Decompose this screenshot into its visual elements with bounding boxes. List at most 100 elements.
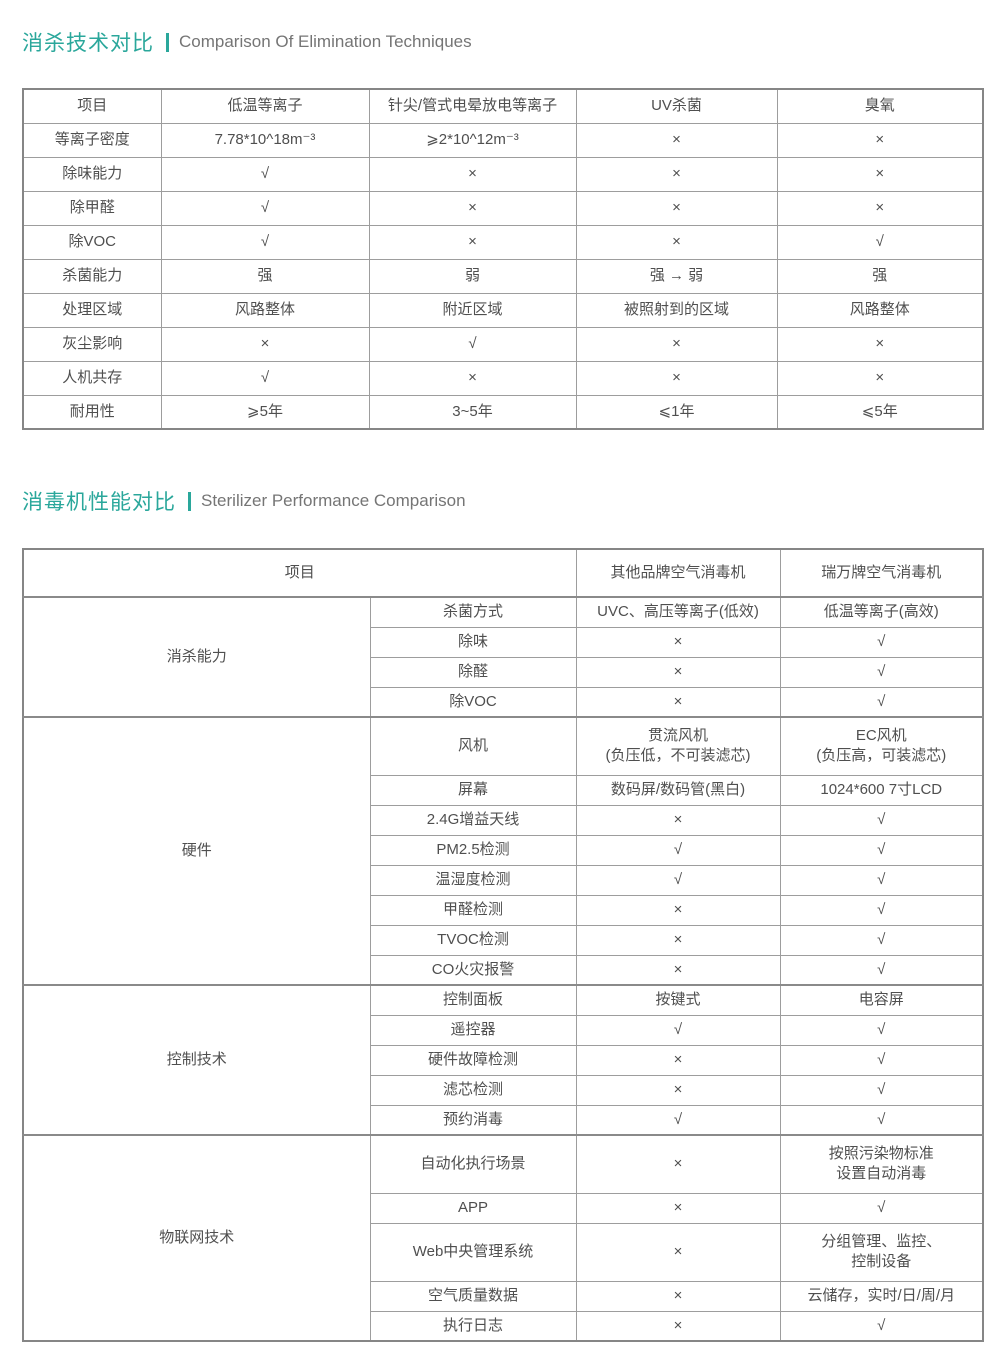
table1-row-label: 耐用性 xyxy=(22,394,162,430)
table2-other-brand-value: × xyxy=(575,1280,781,1312)
table2-row: PM2.5检测 √ √ xyxy=(23,834,984,866)
table2-other-brand-value: × xyxy=(575,626,781,658)
table1-value-cell: √ xyxy=(368,326,577,362)
table2-row: 物联网技术 自动化执行场景 × 按照污染物标准 设置自动消毒 xyxy=(22,1134,984,1342)
table2-item-label: 2.4G增益天线 xyxy=(369,804,577,836)
table1-row-label: 除甲醛 xyxy=(22,190,162,226)
table2-header-riwan-brand: 瑞万牌空气消毒机 xyxy=(779,548,984,598)
table1-row: 处理区域 风路整体 附近区域 被照射到的区域 风路整体 xyxy=(22,292,984,328)
table1-value-cell: 强 xyxy=(776,258,984,294)
table1-value-cell: 7.78*10^18m⁻³ xyxy=(160,122,370,158)
table2-row: 除VOC × √ xyxy=(23,686,984,718)
table1-header-row: 项目 低温等离子 针尖/管式电晕放电等离子 UV杀菌 臭氧 xyxy=(22,88,984,124)
table2-riwan-brand-value: √ xyxy=(779,626,984,658)
table2-group-label: 硬件 xyxy=(22,716,371,986)
table1-row: 灰尘影响 × √ × × xyxy=(22,326,984,362)
table1-value-cell: 附近区域 xyxy=(368,292,577,328)
table2-item-label: APP xyxy=(369,1192,577,1224)
table2-other-brand-value: √ xyxy=(575,864,781,896)
table2-other-brand-value: × xyxy=(575,1192,781,1224)
table1-row-label: 处理区域 xyxy=(22,292,162,328)
table2-item-label: 屏幕 xyxy=(369,774,577,806)
table2-other-brand-value: √ xyxy=(575,1104,781,1136)
table2-riwan-brand-value: √ xyxy=(779,1104,984,1136)
table2-item-label: 温湿度检测 xyxy=(369,864,577,896)
table2-riwan-brand-value: √ xyxy=(779,1044,984,1076)
table1-value-cell: × xyxy=(575,224,778,260)
table2-row: 除味 × √ xyxy=(23,626,984,658)
table2-row: CO火灾报警 × √ xyxy=(23,954,984,986)
table1-value-cell: √ xyxy=(160,156,370,192)
table2-item-label: 预约消毒 xyxy=(369,1104,577,1136)
table2-item-label: 杀菌方式 xyxy=(369,596,577,628)
table2-riwan-brand-value: EC风机 (负压高，可装滤芯) xyxy=(779,716,984,776)
table2-riwan-brand-value: √ xyxy=(779,1014,984,1046)
table2-group-label: 控制技术 xyxy=(22,984,371,1136)
table2-other-brand-value: × xyxy=(575,894,781,926)
table2-item-label: 风机 xyxy=(369,716,577,776)
table1-value-cell: 被照射到的区域 xyxy=(575,292,778,328)
table1-value-cell: × xyxy=(368,224,577,260)
table2-item-label: Web中央管理系统 xyxy=(369,1222,577,1282)
table2-other-brand-value: UVC、高压等离子(低效) xyxy=(575,596,781,628)
table2-riwan-brand-value: √ xyxy=(779,954,984,986)
table1-row-label: 灰尘影响 xyxy=(22,326,162,362)
table2-riwan-brand-value: 分组管理、监控、 控制设备 xyxy=(779,1222,984,1282)
table1-row-label: 除VOC xyxy=(22,224,162,260)
table2-riwan-brand-value: √ xyxy=(779,804,984,836)
table1-value-cell: × xyxy=(368,360,577,396)
table2-group-label: 物联网技术 xyxy=(22,1134,371,1342)
table1-value-cell: × xyxy=(575,122,778,158)
table2-item-label: 遥控器 xyxy=(369,1014,577,1046)
table2-row: 控制技术 控制面板 按键式 电容屏 xyxy=(22,984,984,1136)
table2-header-row: 项目 其他品牌空气消毒机 瑞万牌空气消毒机 xyxy=(22,548,984,598)
table1-value-cell: 强 → 弱 xyxy=(575,258,778,294)
table1-value-cell: √ xyxy=(776,224,984,260)
table1-value-cell: ⩾5年 xyxy=(160,394,370,430)
section1-title-zh: 消杀技术对比 xyxy=(22,32,154,55)
table1-value-cell: ⩾2*10^12m⁻³ xyxy=(368,122,577,158)
table2-item-label: 滤芯检测 xyxy=(369,1074,577,1106)
table1-row-label: 杀菌能力 xyxy=(22,258,162,294)
table2-other-brand-value: √ xyxy=(575,1014,781,1046)
table2-item-label: 空气质量数据 xyxy=(369,1280,577,1312)
table1-row: 除VOC √ × × √ xyxy=(22,224,984,260)
table2-other-brand-value: × xyxy=(575,1310,781,1342)
table2-riwan-brand-value: √ xyxy=(779,924,984,956)
table1-row: 杀菌能力强弱强 → 弱强 xyxy=(22,258,984,294)
table1-value-cell: √ xyxy=(160,224,370,260)
table1-value-cell: 风路整体 xyxy=(160,292,370,328)
table1-row-label: 等离子密度 xyxy=(22,122,162,158)
table1-value-cell: × xyxy=(776,156,984,192)
title-separator-bar xyxy=(188,491,191,511)
elimination-techniques-table: 项目 低温等离子 针尖/管式电晕放电等离子 UV杀菌 臭氧 等离子密度 7.78*10^18… xyxy=(22,88,984,430)
table1-row-label: 人机共存 xyxy=(22,360,162,396)
table1-value-cell: × xyxy=(575,190,778,226)
table1-row: 除甲醛 √ × × × xyxy=(22,190,984,226)
table2-other-brand-value: 贯流风机 (负压低，不可装滤芯) xyxy=(575,716,781,776)
table2-riwan-brand-value: √ xyxy=(779,864,984,896)
table2-riwan-brand-value: 1024*600 7寸LCD xyxy=(779,774,984,806)
table2-item-label: 自动化执行场景 xyxy=(369,1134,577,1194)
table2-other-brand-value: 数码屏/数码管(黑白) xyxy=(575,774,781,806)
table2-other-brand-value: √ xyxy=(575,834,781,866)
table1-value-cell: 强 xyxy=(160,258,370,294)
section2-title: 消毒机性能对比 Sterilizer Performance Compariso… xyxy=(22,486,982,516)
table2-header-other-brand: 其他品牌空气消毒机 xyxy=(575,548,781,598)
table2-item-label: 除VOC xyxy=(369,686,577,718)
table2-row: 执行日志 × √ xyxy=(23,1310,984,1342)
table1-row: 等离子密度 7.78*10^18m⁻³ ⩾2*10^12m⁻³ × × xyxy=(22,122,984,158)
table1-value-cell: √ xyxy=(160,190,370,226)
table1-value-cell: × xyxy=(776,190,984,226)
table2-other-brand-value: × xyxy=(575,656,781,688)
table1-value-cell: √ xyxy=(160,360,370,396)
table2-item-label: 控制面板 xyxy=(369,984,577,1016)
table1-row: 除味能力 √ × × × xyxy=(22,156,984,192)
table1-header-cell: 项目 xyxy=(22,88,162,124)
table2-other-brand-value: × xyxy=(575,1074,781,1106)
table1-value-cell: ⩽5年 xyxy=(776,394,984,430)
section2-title-zh: 消毒机性能对比 xyxy=(22,491,176,514)
table1-value-cell: × xyxy=(160,326,370,362)
table2-item-label: 硬件故障检测 xyxy=(369,1044,577,1076)
table1-value-cell: × xyxy=(575,326,778,362)
